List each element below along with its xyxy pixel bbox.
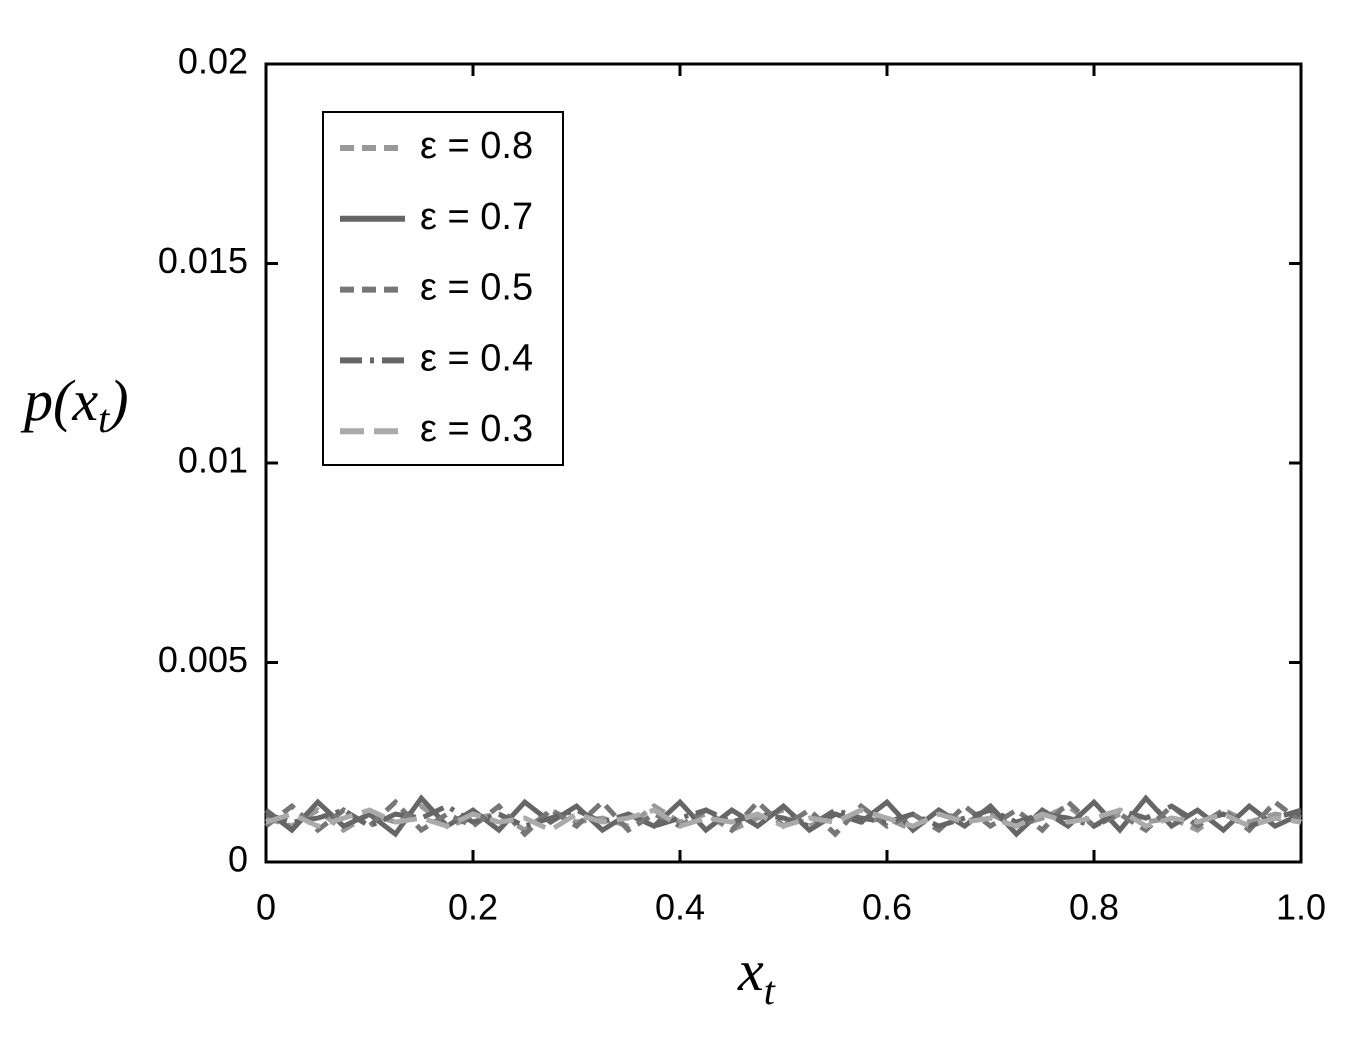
y-tick-label: 0 (228, 839, 248, 880)
x-axis-label: xt (737, 938, 776, 1013)
y-tick-label: 0.015 (158, 240, 248, 281)
y-tick-label: 0.005 (158, 639, 248, 680)
x-tick-label: 0.4 (655, 887, 705, 928)
legend-label: ε = 0.3 (420, 408, 533, 450)
legend-label: ε = 0.8 (420, 125, 533, 167)
x-label-base: x (737, 938, 764, 1003)
legend-label: ε = 0.5 (420, 267, 533, 309)
y-label-base: p(x (20, 368, 98, 433)
x-tick-label: 0.6 (862, 887, 912, 928)
y-axis-label: p(xt) (20, 368, 129, 441)
x-tick-label: 0 (256, 887, 276, 928)
lines (264, 794, 1303, 838)
series-line (265, 807, 1302, 833)
legend-label: ε = 0.4 (420, 337, 533, 379)
y-label-end: ) (106, 368, 128, 433)
y-label-sub: t (98, 396, 110, 441)
x-tick-label: 0.2 (448, 887, 498, 928)
legend-label: ε = 0.7 (420, 196, 533, 238)
y-tick-label: 0.01 (178, 440, 248, 481)
y-tick-label: 0.02 (178, 41, 248, 82)
x-tick-label: 1.0 (1276, 887, 1326, 928)
x-label-sub: t (764, 968, 776, 1013)
x-tick-label: 0.8 (1069, 887, 1119, 928)
series-line (265, 803, 1302, 829)
